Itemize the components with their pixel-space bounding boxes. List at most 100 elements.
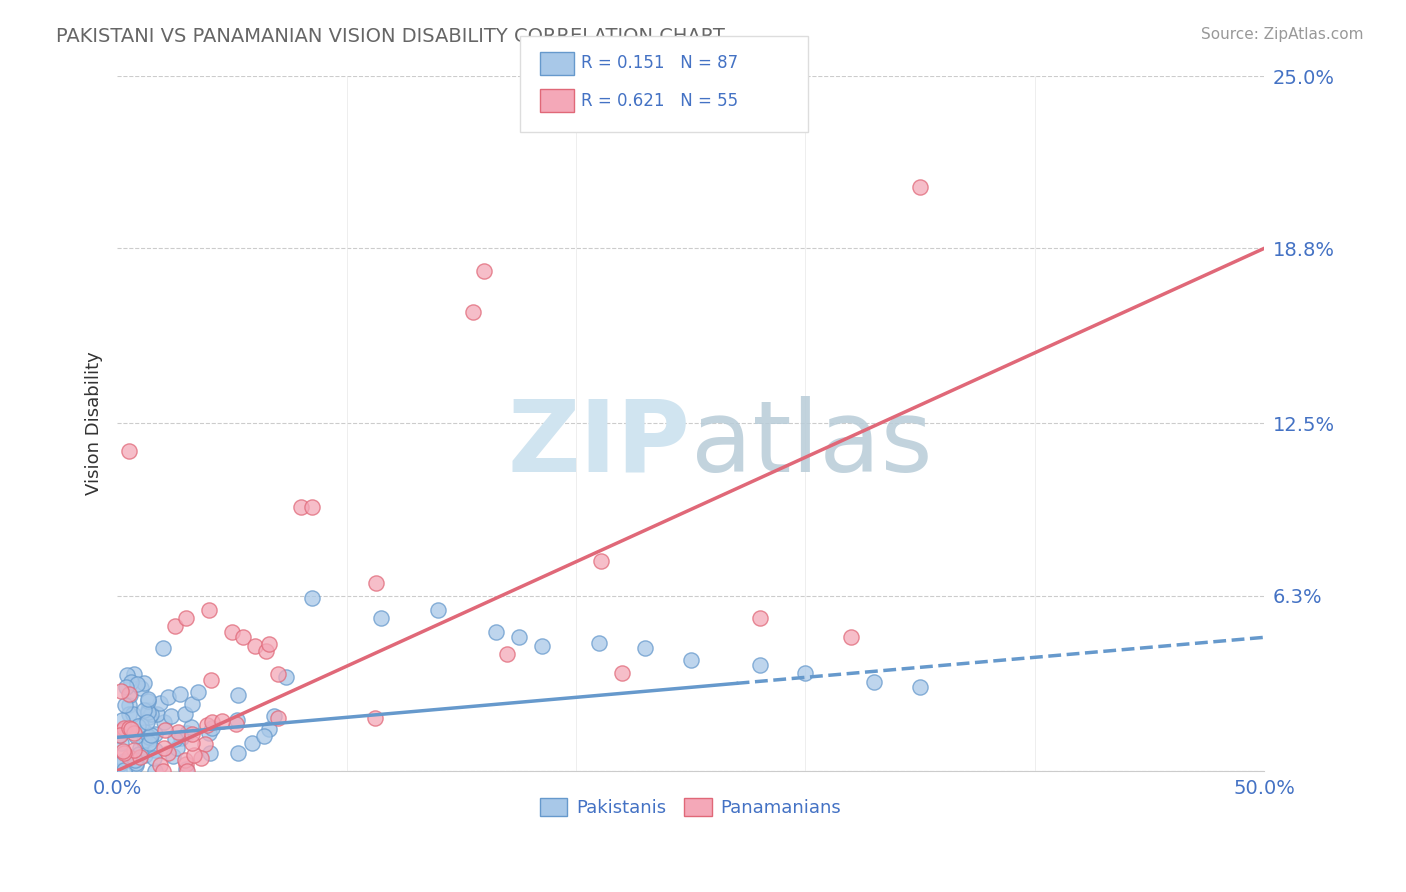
Point — [143, 727, 166, 741]
Point — [139, 728, 162, 742]
Point — [201, 714, 224, 729]
Point — [748, 658, 770, 673]
Point — [181, 697, 204, 711]
Point — [748, 611, 770, 625]
Point — [138, 691, 160, 706]
Point — [180, 736, 202, 750]
Point — [152, 764, 174, 778]
Point — [496, 647, 519, 661]
Point — [112, 763, 135, 777]
Point — [125, 729, 148, 743]
Point — [370, 611, 392, 625]
Point — [129, 740, 152, 755]
Point — [129, 681, 152, 696]
Point — [120, 675, 142, 690]
Point — [243, 639, 266, 653]
Point — [589, 554, 612, 568]
Point — [152, 641, 174, 656]
Legend: Pakistanis, Panamanians: Pakistanis, Panamanians — [533, 790, 849, 824]
Point — [134, 748, 156, 763]
Point — [122, 725, 145, 739]
Text: R = 0.151   N = 87: R = 0.151 N = 87 — [581, 54, 738, 72]
Point — [679, 652, 702, 666]
Text: Source: ZipAtlas.com: Source: ZipAtlas.com — [1201, 27, 1364, 42]
Point — [138, 710, 160, 724]
Point — [118, 444, 141, 458]
Point — [267, 667, 290, 681]
Point — [228, 746, 250, 760]
Point — [427, 602, 450, 616]
Point — [190, 751, 212, 765]
Point — [139, 732, 162, 747]
Point — [108, 756, 131, 771]
Point — [112, 744, 135, 758]
Point — [163, 619, 186, 633]
Point — [127, 719, 149, 733]
Point — [136, 705, 159, 719]
Point — [240, 736, 263, 750]
Point — [253, 729, 276, 743]
Point — [112, 746, 135, 760]
Point — [201, 722, 224, 736]
Point — [134, 676, 156, 690]
Point — [794, 666, 817, 681]
Point — [110, 728, 132, 742]
Point — [530, 639, 553, 653]
Point — [176, 726, 198, 740]
Point — [257, 723, 280, 737]
Point — [174, 707, 197, 722]
Point — [610, 666, 633, 681]
Point — [169, 687, 191, 701]
Point — [124, 666, 146, 681]
Point — [198, 746, 221, 760]
Point — [183, 747, 205, 762]
Point — [211, 714, 233, 728]
Point — [141, 707, 163, 722]
Point — [276, 670, 298, 684]
Point — [157, 746, 180, 760]
Point — [170, 731, 193, 746]
Point — [263, 708, 285, 723]
Point — [174, 756, 197, 771]
Point — [134, 703, 156, 717]
Point — [128, 747, 150, 761]
Point — [176, 764, 198, 778]
Point — [908, 681, 931, 695]
Point — [125, 756, 148, 770]
Point — [149, 696, 172, 710]
Point — [136, 714, 159, 729]
Point — [111, 723, 134, 737]
Point — [461, 305, 484, 319]
Point — [129, 749, 152, 764]
Point — [146, 706, 169, 721]
Y-axis label: Vision Disability: Vision Disability — [86, 351, 103, 495]
Point — [225, 713, 247, 727]
Point — [122, 706, 145, 721]
Point — [115, 667, 138, 681]
Point — [841, 630, 863, 644]
Point — [863, 674, 886, 689]
Point — [180, 727, 202, 741]
Point — [165, 731, 187, 746]
Point — [124, 754, 146, 768]
Point — [136, 694, 159, 708]
Text: PAKISTANI VS PANAMANIAN VISION DISABILITY CORRELATION CHART: PAKISTANI VS PANAMANIAN VISION DISABILIT… — [56, 27, 725, 45]
Point — [225, 716, 247, 731]
Text: ZIP: ZIP — [508, 396, 690, 492]
Point — [155, 723, 177, 737]
Point — [226, 688, 249, 702]
Point — [366, 576, 388, 591]
Point — [118, 721, 141, 735]
Point — [186, 685, 208, 699]
Point — [221, 624, 243, 639]
Point — [118, 707, 141, 722]
Point — [301, 591, 323, 606]
Point — [364, 711, 387, 725]
Text: R = 0.621   N = 55: R = 0.621 N = 55 — [581, 92, 738, 110]
Point — [114, 698, 136, 713]
Point — [267, 711, 290, 725]
Point — [156, 690, 179, 705]
Point — [200, 673, 222, 688]
Point — [174, 611, 197, 625]
Text: atlas: atlas — [690, 396, 932, 492]
